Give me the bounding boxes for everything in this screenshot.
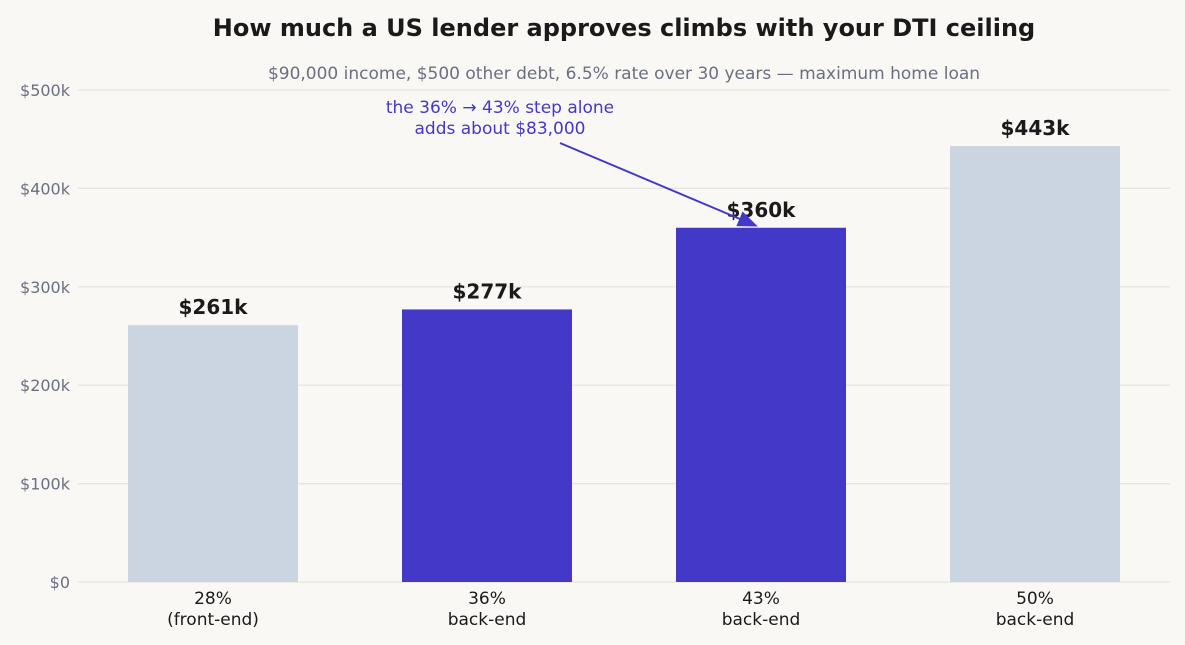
bar-value-label: $277k — [453, 279, 523, 303]
y-tick-label: $400k — [20, 179, 71, 198]
chart-title: How much a US lender approves climbs wit… — [213, 14, 1035, 42]
x-tick-label: 36% back-end — [448, 589, 527, 630]
bar — [128, 325, 298, 582]
y-tick-label: $200k — [20, 376, 71, 395]
bar-value-labels: $261k$277k$360k$443k — [179, 116, 1071, 319]
annotation-text: the 36% → 43% step alone adds about $83,0… — [386, 98, 614, 139]
y-tick-label: $100k — [20, 475, 71, 494]
y-tick-label: $0 — [50, 573, 70, 592]
bar-value-label: $443k — [1001, 116, 1071, 140]
annotation: the 36% → 43% step alone adds about $83,0… — [386, 98, 758, 227]
bars — [128, 146, 1120, 582]
x-tick-label: 43% back-end — [722, 589, 801, 630]
y-tick-label: $300k — [20, 278, 71, 297]
x-tick-label: 28% (front-end) — [167, 589, 259, 630]
bar — [950, 146, 1120, 582]
y-axis-ticks: $0 $100k $200k $300k $400k $500k — [20, 81, 71, 592]
bar — [402, 309, 572, 582]
bar-value-label: $261k — [179, 295, 249, 319]
x-axis-ticks: 28% (front-end) 36% back-end 43% back-end 50% b… — [167, 589, 1074, 630]
chart-subtitle: $90,000 income, $500 other debt, 6.5% ra… — [268, 64, 980, 84]
y-tick-label: $500k — [20, 81, 71, 100]
x-tick-label: 50% back-end — [996, 589, 1075, 630]
bar — [676, 227, 846, 582]
annotation-arrow — [559, 142, 758, 227]
